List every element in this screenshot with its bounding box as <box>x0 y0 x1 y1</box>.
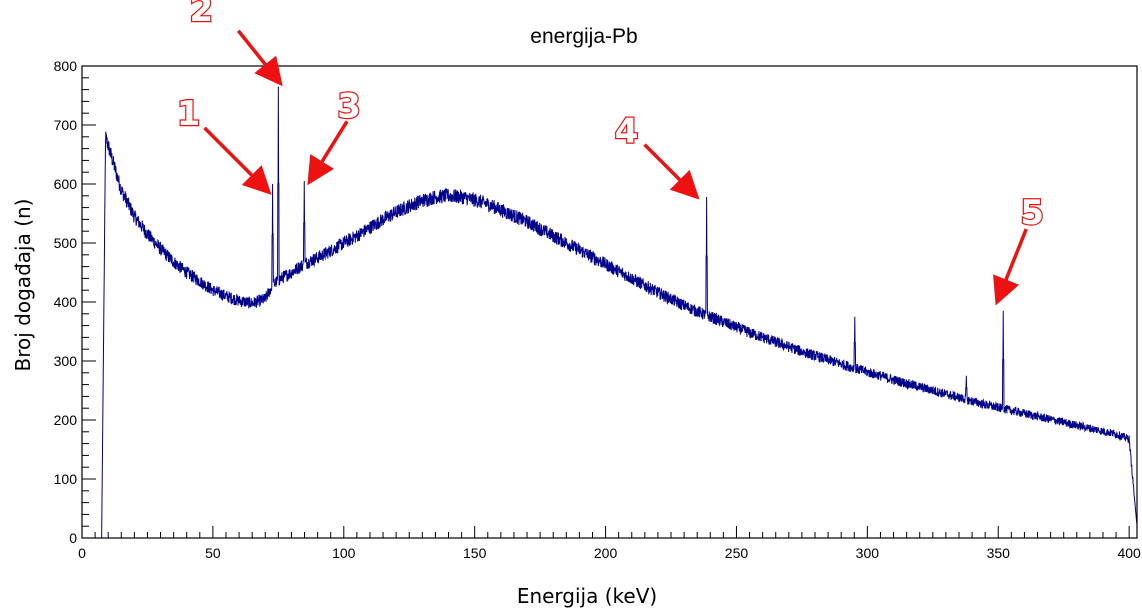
y-tick-label: 200 <box>54 412 78 428</box>
y-tick-label: 100 <box>54 471 78 487</box>
chart-title: energija-Pb <box>530 25 637 48</box>
x-tick-label: 50 <box>205 545 221 561</box>
y-axis-label: Broj događaja (n) <box>11 199 35 372</box>
y-tick-label: 800 <box>54 58 78 74</box>
y-tick-label: 400 <box>54 294 78 310</box>
annotation-arrow <box>203 126 272 195</box>
annotation-label: 5 <box>1020 193 1044 233</box>
x-axis: 0 50 100 150 200 250 300 350 400 <box>78 526 1141 561</box>
annotation-arrow <box>307 120 349 186</box>
annotation-label: 1 <box>177 94 201 134</box>
y-tick-label: 300 <box>54 353 78 369</box>
x-tick-label: 250 <box>725 545 749 561</box>
y-tick-label: 600 <box>54 176 78 192</box>
annotation-arrow <box>643 143 700 200</box>
spectrum-line <box>101 86 1138 539</box>
annotation-label: 2 <box>190 0 214 30</box>
x-tick-label: 400 <box>1117 545 1141 561</box>
peak-annotations: 1 2 3 4 5 <box>176 0 1045 306</box>
annotation-label: 3 <box>337 86 361 126</box>
annotation-label: 4 <box>615 112 639 152</box>
y-tick-label: 700 <box>54 117 78 133</box>
plot-area <box>101 86 1138 539</box>
x-axis-label: Energija (keV) <box>517 584 657 608</box>
y-axis: 0 100 200 300 400 500 600 700 800 <box>54 58 96 546</box>
x-tick-label: 100 <box>332 545 356 561</box>
x-tick-label: 200 <box>594 545 618 561</box>
x-tick-label: 350 <box>987 545 1011 561</box>
y-tick-label: 500 <box>54 235 78 251</box>
x-tick-label: 150 <box>463 545 487 561</box>
annotation-arrow <box>993 228 1028 306</box>
y-tick-label: 0 <box>69 530 77 546</box>
x-tick-label: 0 <box>78 545 86 561</box>
annotation-arrow <box>236 29 283 87</box>
x-tick-label: 300 <box>856 545 880 561</box>
